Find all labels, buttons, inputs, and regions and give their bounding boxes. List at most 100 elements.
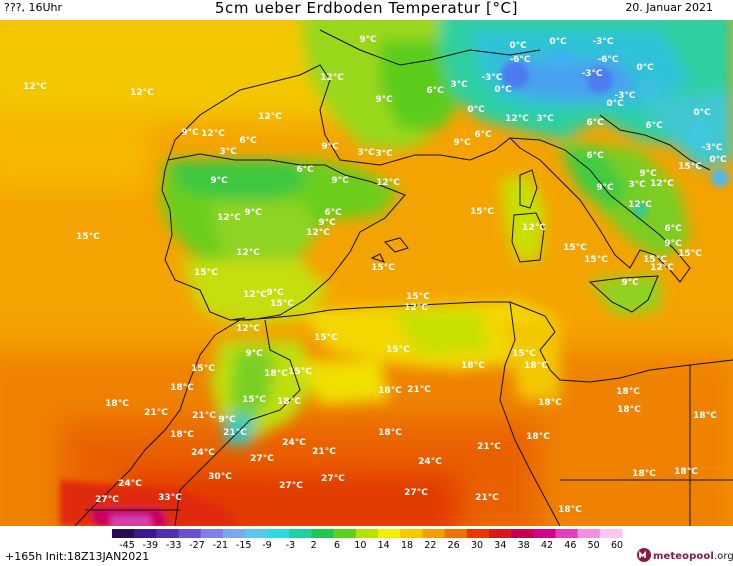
legend-swatch — [378, 529, 401, 538]
legend-swatch — [311, 529, 335, 538]
temperature-label: 0°C — [509, 41, 527, 51]
temperature-label: 0°C — [549, 37, 567, 47]
legend-tick-label: 60 — [611, 540, 623, 550]
color-legend: -45 -39 -33 -27 -21 -15 -9 -3 2 6 10 14 18 22 26 30 34 38… — [0, 526, 733, 566]
temperature-label: 15°C — [406, 292, 430, 302]
temperature-label: 24°C — [118, 479, 142, 489]
temperature-label: 3°C — [219, 147, 237, 157]
temperature-label: -3°C — [614, 91, 635, 101]
legend-swatch — [245, 529, 268, 538]
forecast-day-label: ???, 16Uhr — [4, 1, 63, 14]
temperature-label: 9°C — [596, 183, 614, 193]
legend-tick-label: -15 — [236, 540, 252, 550]
temperature-label: 9°C — [218, 415, 236, 425]
temperature-label: 18°C — [264, 369, 288, 379]
legend-tick-label: -3 — [286, 540, 295, 550]
temperature-label: 9°C — [375, 95, 393, 105]
temperature-label: 15°C — [678, 249, 702, 259]
temperature-label: -3°C — [701, 143, 722, 153]
temperature-label: 0°C — [636, 63, 654, 73]
temperature-label: -3°C — [592, 37, 613, 47]
temperature-label: 18°C — [170, 383, 194, 393]
map-title: 5cm ueber Erdboden Temperatur [°C] — [214, 0, 519, 17]
temperature-label: 15°C — [270, 299, 294, 309]
temperature-label: 15°C — [678, 162, 702, 172]
legend-swatch — [178, 529, 202, 538]
temperature-label: 6°C — [586, 118, 604, 128]
temperature-label: 12°C — [505, 114, 529, 124]
temperature-label: 12°C — [243, 290, 267, 300]
temperature-label: 18°C — [105, 399, 129, 409]
temperature-label: 15°C — [288, 367, 312, 377]
legend-swatch — [400, 529, 423, 538]
temperature-label: 18°C — [524, 361, 548, 371]
legend-swatch — [200, 529, 224, 538]
legend-swatch — [511, 529, 534, 538]
temperature-label: 9°C — [318, 218, 336, 228]
brand-name: meteopool.org — [653, 551, 733, 562]
temperature-label: 6°C — [239, 136, 257, 146]
temperature-label: 12°C — [650, 179, 674, 189]
temperature-label: 12°C — [217, 213, 241, 223]
temperature-map: 9°C 0°C 0°C -3°C -6°C -6°C -3°C 0°C 12°C 12°C -3°C… — [0, 20, 733, 526]
temperature-label: 9°C — [639, 169, 657, 179]
temperature-label: 18°C — [616, 387, 640, 397]
legend-swatch — [134, 529, 157, 538]
legend-tick-label: 26 — [448, 540, 460, 550]
temperature-label: 15°C — [194, 268, 218, 278]
temperature-label: 30°C — [208, 472, 232, 482]
run-info: +165h Init:18Z13JAN2021 — [5, 550, 150, 563]
temperature-label: 15°C — [76, 232, 100, 242]
temperature-label: 12°C — [522, 223, 546, 233]
legend-tick-label: -27 — [189, 540, 205, 550]
legend-swatch — [112, 529, 135, 538]
temperature-label: 24°C — [418, 457, 442, 467]
temperature-label: 0°C — [467, 105, 485, 115]
temperature-label: 12°C — [236, 324, 260, 334]
legend-swatch — [422, 529, 446, 538]
temperature-label: 12°C — [404, 303, 428, 313]
legend-tick-label: 6 — [334, 540, 340, 550]
temperature-label: 6°C — [426, 86, 444, 96]
temperature-label: 9°C — [181, 128, 199, 138]
legend-tick-label: 14 — [378, 540, 390, 550]
legend-swatch — [599, 529, 623, 538]
temperature-label: 18°C — [378, 428, 402, 438]
temperature-label: 12°C — [201, 129, 225, 139]
temperature-label: 9°C — [321, 142, 339, 152]
temperature-label: 15°C — [584, 255, 608, 265]
legend-swatch — [533, 529, 556, 538]
legend-swatch — [289, 529, 313, 538]
temperature-label: 3°C — [357, 148, 375, 158]
temperature-label: 12°C — [23, 82, 47, 92]
temperature-label: 0°C — [494, 85, 512, 95]
temperature-label: 21°C — [477, 442, 501, 452]
temperature-label: 18°C — [378, 386, 402, 396]
temperature-label: 18°C — [277, 397, 301, 407]
temperature-label: 9°C — [359, 35, 377, 45]
temperature-label: -6°C — [509, 55, 530, 65]
temperature-label: 21°C — [475, 493, 499, 503]
temperature-labels: 9°C 0°C 0°C -3°C -6°C -6°C -3°C 0°C 12°C 12°C -3°C… — [23, 35, 727, 515]
temperature-label: 9°C — [664, 239, 682, 249]
temperature-label: 9°C — [210, 176, 228, 186]
legend-swatch — [355, 529, 379, 538]
temperature-label: 15°C — [470, 207, 494, 217]
legend-tick-label: 10 — [354, 540, 366, 550]
temperature-label: 9°C — [266, 288, 284, 298]
temperature-label: 18°C — [526, 432, 550, 442]
temperature-label: 18°C — [170, 430, 194, 440]
temperature-label: 3°C — [536, 114, 554, 124]
temperature-label: -6°C — [597, 55, 618, 65]
temperature-label: 12°C — [258, 112, 282, 122]
temperature-label: 21°C — [407, 385, 431, 395]
temperature-label: 18°C — [632, 469, 656, 479]
legend-tick-label: -39 — [143, 540, 159, 550]
temperature-label: 6°C — [296, 165, 314, 175]
temperature-label: 24°C — [191, 448, 215, 458]
temperature-label: 21°C — [144, 408, 168, 418]
temperature-label: 9°C — [331, 176, 349, 186]
temperature-label: 15°C — [512, 349, 536, 359]
map-header: ???, 16Uhr 5cm ueber Erdboden Temperatur… — [0, 0, 733, 20]
legend-swatch — [466, 529, 490, 538]
